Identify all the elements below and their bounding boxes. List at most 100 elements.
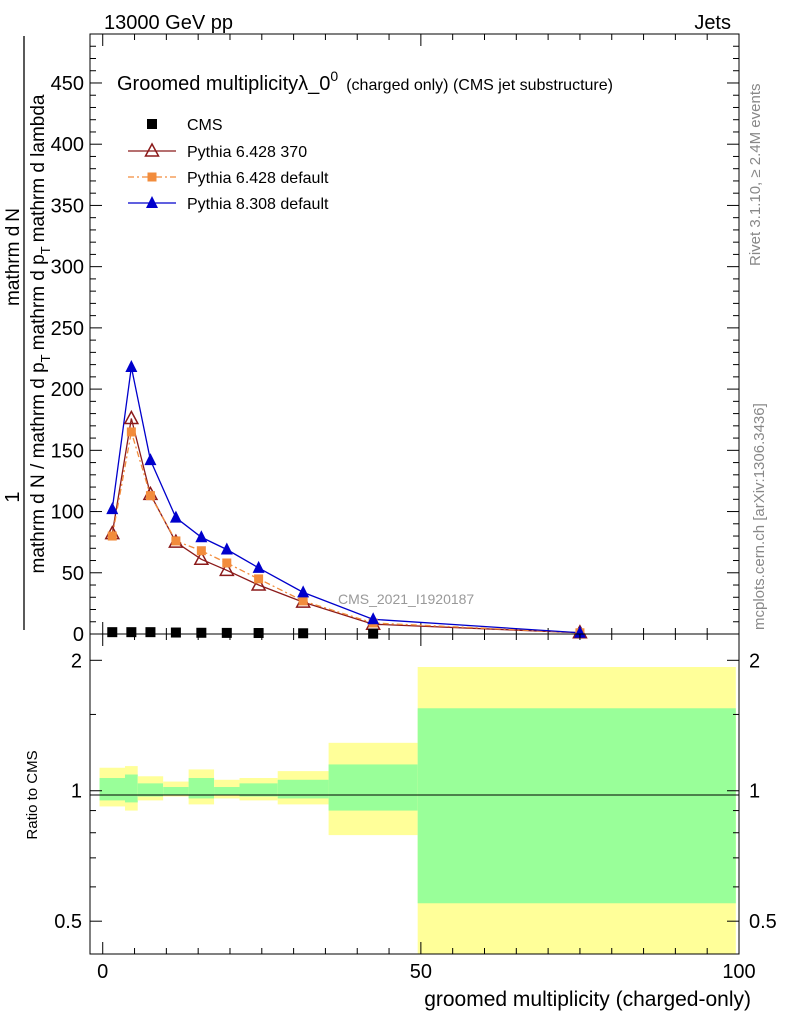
title-superscript: 0 <box>330 68 338 84</box>
pythia8-point <box>220 542 233 555</box>
pythia6_370-point <box>250 576 267 591</box>
rivet-label: Rivet 3.1.10, ≥ 2.4M events <box>747 84 764 267</box>
ratio-band-inner <box>328 764 418 811</box>
pythia6_default-point <box>107 531 117 541</box>
main-y-tick-label: 0 <box>73 624 84 646</box>
pythia8-point <box>146 196 158 208</box>
pythia8-point <box>573 625 586 638</box>
title-main: Groomed multiplicityλ_0 <box>117 73 330 95</box>
pythia6_370-line <box>111 418 580 634</box>
ratio-y-tick-label-left: 1 <box>71 781 82 803</box>
cms-point <box>147 119 157 129</box>
legend-label-pythia8: Pythia 8.308 default <box>187 196 329 213</box>
legend-label-pythia6_370: Pythia 6.428 370 <box>187 144 307 161</box>
main-y-tick-label: 250 <box>51 318 84 340</box>
main-y-tick-label: 450 <box>51 73 84 95</box>
ratio-band-inner <box>417 708 736 904</box>
ylabel-sub-t1: T <box>38 354 53 362</box>
ratio-bands <box>99 667 736 954</box>
main-y-tick-label: 200 <box>51 379 84 401</box>
ratio-band-inner <box>277 779 329 799</box>
ratio-x-tick-label: 50 <box>410 961 432 983</box>
x-axis-label: groomed multiplicity (charged-only) <box>424 988 751 1011</box>
cms-point <box>221 627 232 638</box>
pythia6_default-point <box>145 491 155 501</box>
cms-point <box>196 627 207 638</box>
main-y-tick-label: 150 <box>51 440 84 462</box>
legend-label-pythia6_default: Pythia 6.428 default <box>187 170 329 187</box>
pythia8-line <box>111 366 580 634</box>
pythia6_370-point <box>123 409 140 425</box>
pythia6_default-point <box>222 558 232 568</box>
cms-point <box>107 627 118 638</box>
ylabel-bottom-line: mathrm d N / mathrm d pTmathrm d pTmathr… <box>28 94 53 573</box>
ylabel-sub-t2: T <box>38 246 53 254</box>
header-right: Jets <box>694 12 731 34</box>
ylabel-one: 1 <box>2 491 24 502</box>
main-y-tick-label: 400 <box>51 134 84 156</box>
ratio-y-label: Ratio to CMS <box>24 750 41 839</box>
main-y-label: 1 mathrm dN mathrm d N / mathrm d pTmath… <box>2 36 53 630</box>
ratio-y-tick-label-left: 2 <box>71 650 82 672</box>
pythia6_default-line <box>111 431 580 634</box>
ylabel-top-n: N <box>3 208 24 222</box>
main-y-ticks: 0 50 100 150 200 250 300 350 400 450 <box>51 33 739 646</box>
main-y-tick-label: 50 <box>62 563 84 585</box>
main-y-tick-label: 300 <box>51 257 84 279</box>
ylabel-dpt: mathrm d p <box>28 254 49 350</box>
main-series <box>104 360 588 639</box>
ratio-band-inner <box>163 787 189 795</box>
main-y-tick-label: 100 <box>51 502 84 524</box>
pythia8-point <box>125 360 138 373</box>
ylabel-dndpt: mathrm d N / mathrm d p <box>28 362 49 573</box>
pythia6_default-point <box>147 172 157 182</box>
legend-label-cms: CMS <box>187 117 223 134</box>
mcplots-label: mcplots.cern.ch [arXiv:1306.3436] <box>751 403 768 630</box>
ratio-panel: 0.5 0.5 1 1 2 2 0 50 100 Ratio to CMS groomed m… <box>24 633 777 1011</box>
ratio-y-tick-label-right: 1 <box>749 781 760 803</box>
ratio-band-inner <box>239 783 278 797</box>
analysis-watermark: CMS_2021_I1920187 <box>338 591 474 607</box>
pythia8-point <box>297 585 310 598</box>
cms-point <box>170 627 181 638</box>
pythia6_default-point <box>254 574 264 584</box>
pythia6_default-point <box>196 546 206 556</box>
cms-point <box>145 627 156 638</box>
ratio-band-inner <box>214 787 240 795</box>
ratio-y-tick-label-right: 2 <box>749 650 760 672</box>
ratio-band-inner <box>99 778 125 801</box>
ratio-x-ticks: 0 50 100 <box>97 634 756 983</box>
ratio-band-inner <box>188 778 215 799</box>
ratio-band-inner <box>137 783 164 797</box>
ylabel-top-line: mathrm d N <box>3 208 24 306</box>
title-suffix: (charged only) (CMS jet substructure) <box>346 77 613 94</box>
ratio-y-tick-label-right: 0.5 <box>749 911 777 933</box>
legend: CMS Pythia 6.428 370 Pythia 6.428 default P… <box>128 117 329 213</box>
cms-point <box>253 628 264 639</box>
chart-title: Groomed multiplicityλ_00 (charged only) (… <box>117 68 613 95</box>
pythia8-point <box>195 530 208 543</box>
ratio-frame <box>89 633 740 955</box>
pythia6_370-point <box>144 142 160 157</box>
cms-point <box>298 628 309 639</box>
main-y-tick-label: 350 <box>51 195 84 217</box>
pythia8-point <box>252 560 265 573</box>
pythia6_370-point <box>193 550 210 566</box>
pythia6_default-point <box>126 427 136 437</box>
header-left: 13000 GeV pp <box>104 12 233 34</box>
pythia8-point <box>169 510 182 523</box>
cms-point <box>126 627 137 638</box>
pythia6_default-point <box>298 596 308 606</box>
ratio-x-tick-label: 100 <box>722 961 755 983</box>
ratio-band-inner <box>124 774 138 803</box>
pythia8-point <box>144 453 157 466</box>
main-panel: 0 50 100 150 200 250 300 350 400 450 Groomed mult… <box>51 33 740 646</box>
ylabel-dlambda: mathrm d lambda <box>28 94 49 242</box>
ylabel-top-word: mathrm d <box>3 226 24 306</box>
ratio-y-tick-label-left: 0.5 <box>54 911 82 933</box>
pythia6_default-point <box>171 536 181 546</box>
pythia8-point <box>106 502 119 515</box>
ratio-x-tick-label: 0 <box>97 961 108 983</box>
pythia8-point <box>367 612 380 625</box>
